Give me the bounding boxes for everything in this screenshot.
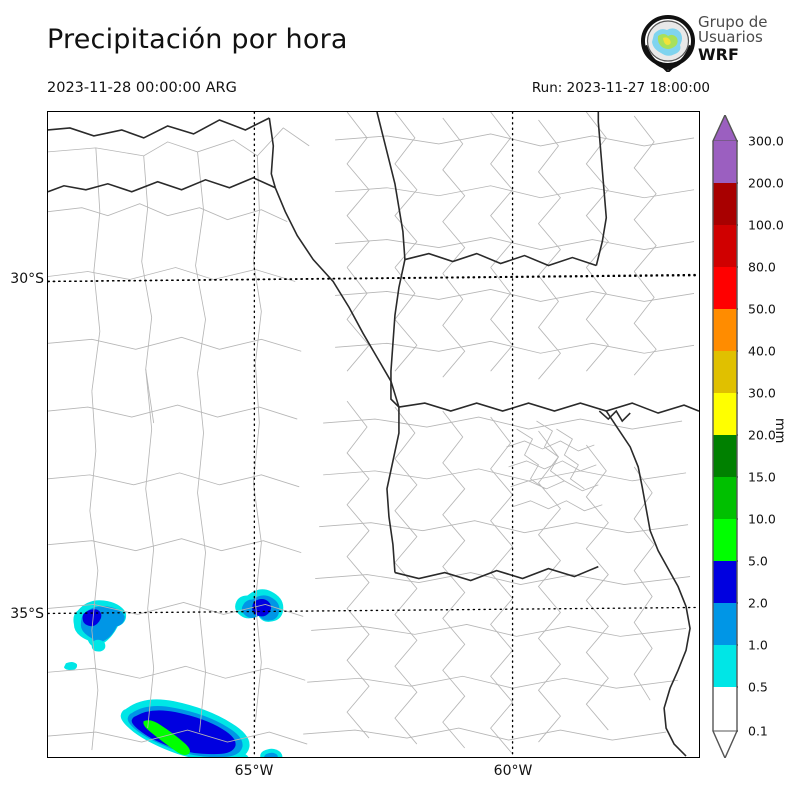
lat-label-30S: 30°S — [10, 271, 44, 287]
logo-line-2: Usuarios — [698, 28, 763, 47]
colorbar-tick-1: 1.0 — [748, 637, 768, 653]
colorbar-tick-10: 10.0 — [748, 511, 776, 527]
lon-label-60W: 60°W — [493, 763, 533, 779]
map-vector-layer — [48, 112, 699, 757]
precip-field — [63, 589, 284, 757]
colorbar-tick-0-1: 0.1 — [748, 723, 768, 739]
logo: Grupo de Usuarios WRF — [640, 14, 790, 76]
gridline-lat-35S — [48, 606, 699, 615]
page-title: Precipitación por hora — [47, 24, 348, 55]
colorbar-tick-50: 50.0 — [748, 301, 776, 317]
valid-time-label: 2023-11-28 00:00:00 ARG — [47, 80, 237, 96]
colorbar-unit-label: mm — [772, 418, 787, 444]
colorbar-tick-100: 100.0 — [748, 217, 784, 233]
province-borders — [48, 112, 699, 757]
colorbar-tick-5: 5.0 — [748, 553, 768, 569]
colorbar-tick-0-5: 0.5 — [748, 679, 768, 695]
lat-label-35S: 35°S — [10, 606, 44, 622]
department-borders — [48, 112, 695, 755]
graticule-30S — [48, 273, 699, 283]
colorbar[interactable] — [712, 115, 738, 758]
map-canvas[interactable] — [47, 111, 700, 758]
graticule — [48, 112, 699, 757]
colorbar-tick-20: 20.0 — [748, 427, 776, 443]
wrf-globe-logo-icon — [641, 15, 695, 72]
colorbar-tick-30: 30.0 — [748, 385, 776, 401]
run-time-label: Run: 2023-11-27 18:00:00 — [531, 80, 710, 96]
colorbar-tick-80: 80.0 — [748, 259, 776, 275]
colorbar-tick-15: 15.0 — [748, 469, 776, 485]
colorbar-swatches — [712, 115, 738, 758]
logo-line-1: Grupo de — [698, 13, 768, 31]
colorbar-tick-200: 200.0 — [748, 175, 784, 191]
colorbar-tick-2: 2.0 — [748, 595, 768, 611]
logo-text: Grupo de Usuarios WRF — [698, 13, 768, 64]
lon-label-65W: 65°W — [234, 763, 274, 779]
logo-line-3: WRF — [698, 44, 739, 64]
colorbar-tick-40: 40.0 — [748, 343, 776, 359]
colorbar-tick-300: 300.0 — [748, 133, 784, 149]
